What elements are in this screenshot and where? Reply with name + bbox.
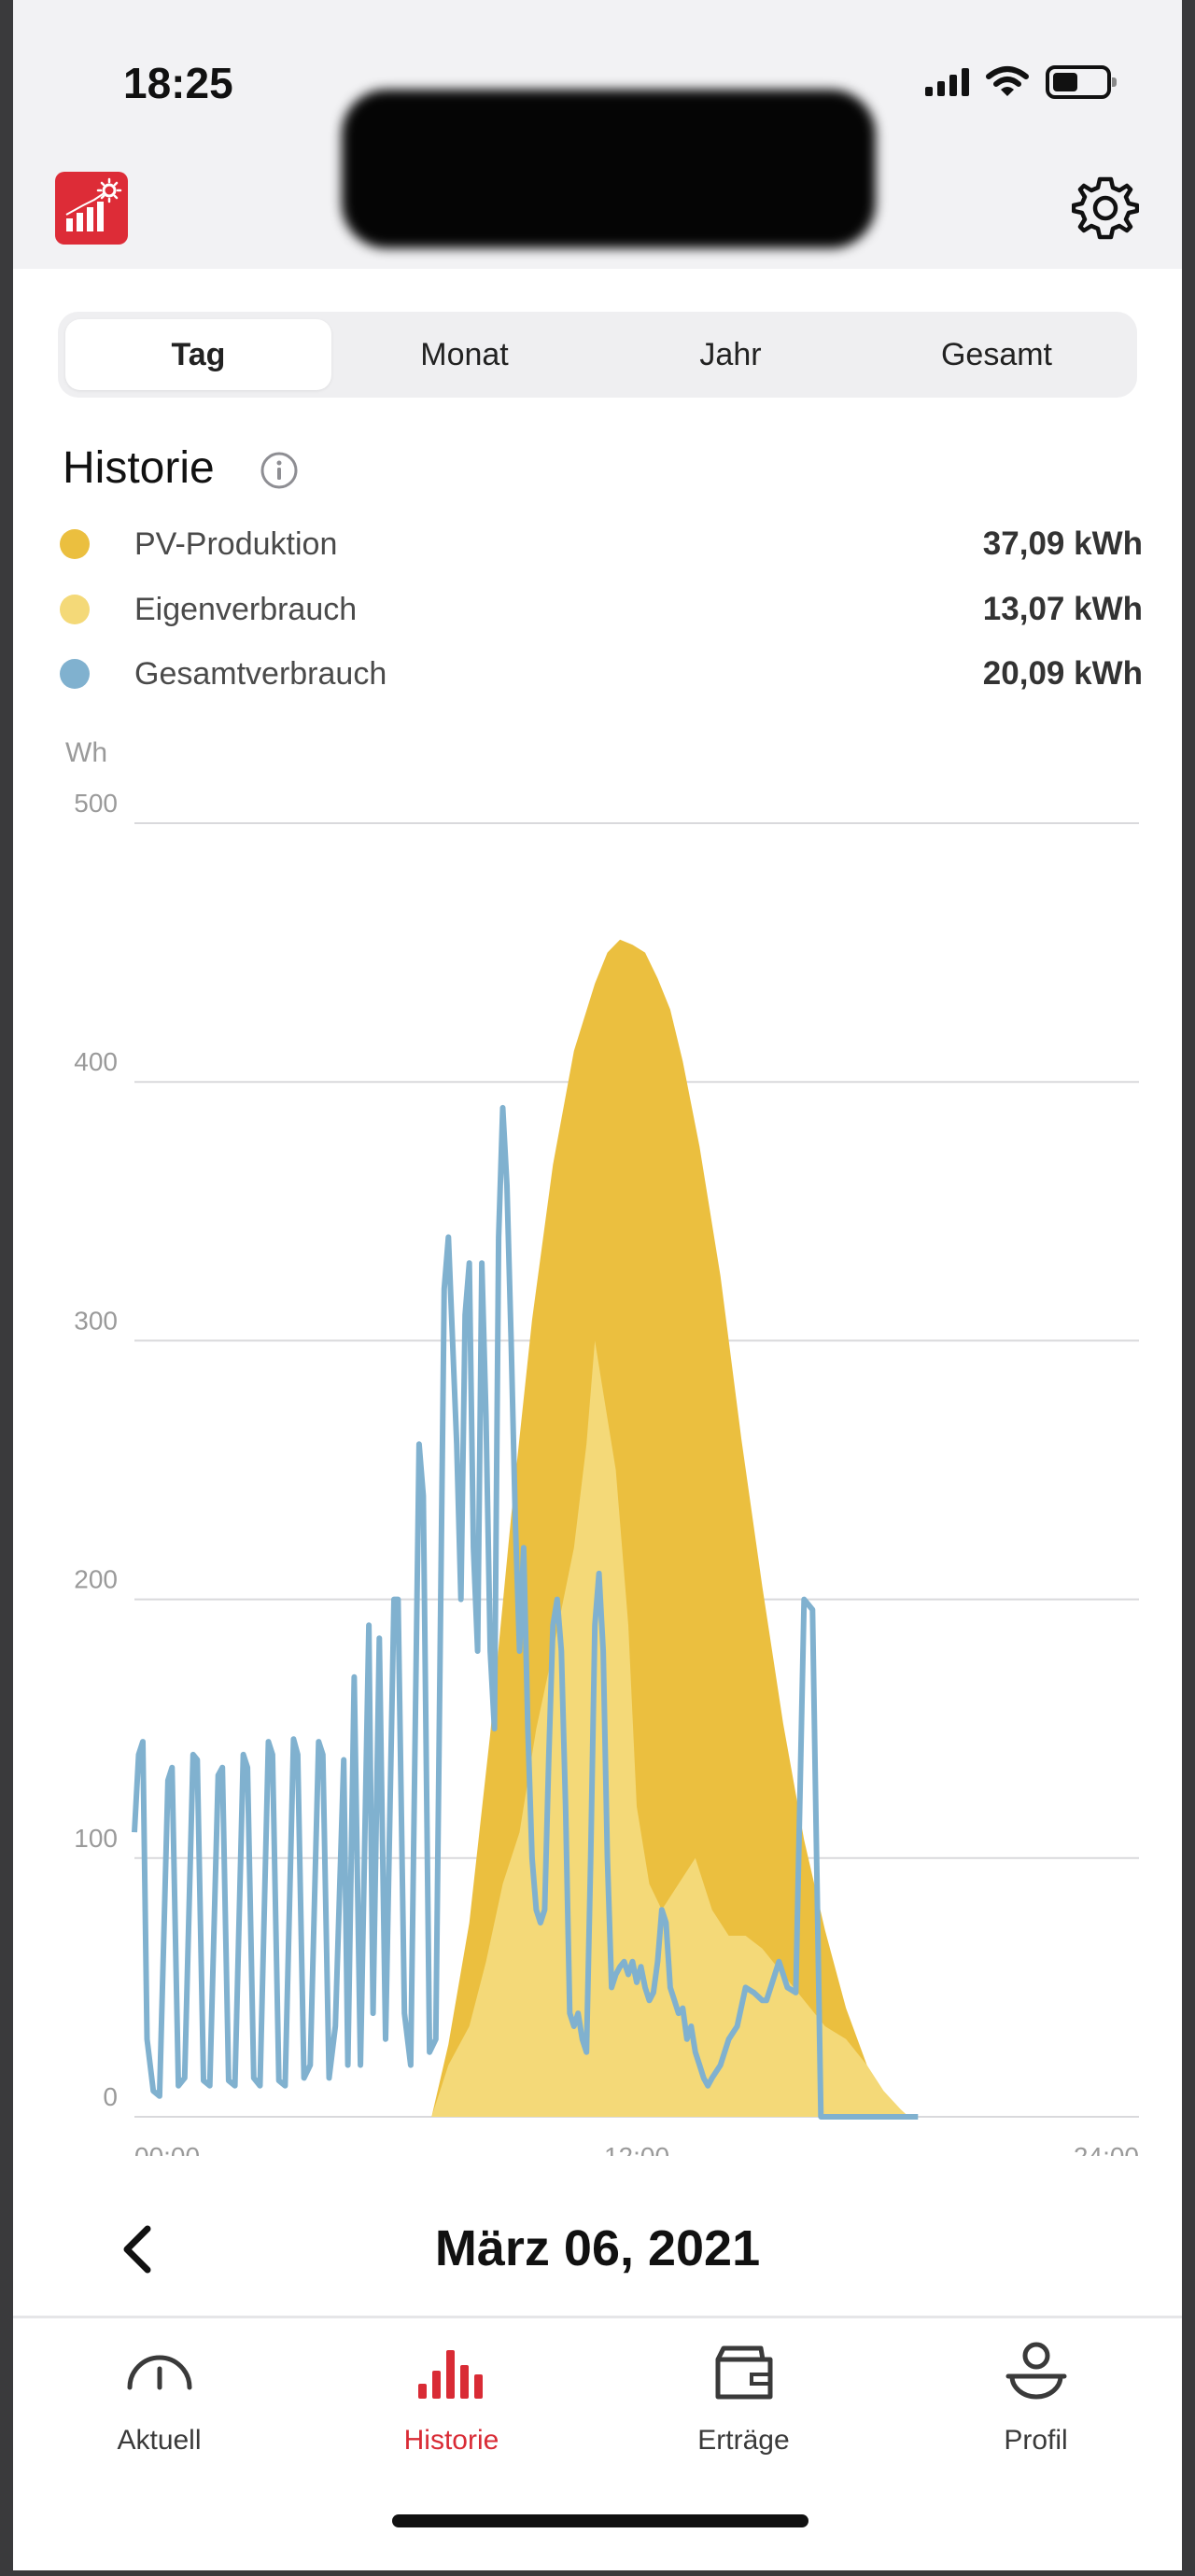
tab-profil[interactable]: Profil [890, 2333, 1182, 2473]
legend-row-gesamtverbrauch: Gesamtverbrauch 20,09 kWh [60, 651, 1143, 697]
legend-row-pv: PV-Produktion 37,09 kWh [60, 521, 1143, 567]
tab-label: Historie [403, 2425, 499, 2456]
app-screen: 18:25 [13, 0, 1182, 2570]
info-icon[interactable] [260, 451, 299, 490]
y-tick-label: 500 [74, 789, 118, 818]
gear-icon[interactable] [1072, 174, 1139, 241]
tab-label: Profil [1004, 2425, 1068, 2456]
tab-aktuell[interactable]: Aktuell [13, 2333, 305, 2473]
tab-jahr[interactable]: Jahr [699, 336, 762, 372]
series-area-1 [134, 1340, 909, 2117]
y-tick-label: 300 [74, 1306, 118, 1335]
chevron-left-icon[interactable] [106, 2212, 172, 2287]
legend-label: PV-Produktion [134, 525, 338, 562]
series-area-0 [134, 939, 909, 2118]
legend-row-eigenverbrauch: Eigenverbrauch 13,07 kWh [60, 586, 1143, 633]
legend-label: Eigenverbrauch [134, 591, 358, 627]
y-tick-label: 100 [74, 1824, 118, 1853]
x-tick-label: 00:00 [134, 2142, 200, 2156]
tab-tag[interactable]: Tag [65, 319, 331, 390]
status-time: 18:25 [123, 59, 233, 107]
series-line-2 [132, 1104, 921, 2120]
y-axis-unit: Wh [65, 737, 107, 768]
wallet-icon [715, 2345, 772, 2400]
bar-chart-icon [417, 2350, 483, 2399]
x-tick-label: 24:00 [1074, 2142, 1139, 2156]
legend-value: 20,09 kWh [982, 655, 1143, 692]
tab-gesamt[interactable]: Gesamt [940, 336, 1053, 372]
tab-label: Erträge [697, 2425, 790, 2456]
tab-ertraege[interactable]: Erträge [598, 2333, 890, 2473]
history-chart: Wh 0 100 200 300 400 500 00:00 12:00 24:00 [65, 737, 1139, 2156]
legend-dot-pv [60, 529, 90, 559]
legend-label: Gesamtverbrauch [134, 655, 387, 692]
tab-bar-divider [13, 2316, 1182, 2318]
date-label: März 06, 2021 [434, 2220, 761, 2276]
section-title: Historie [63, 443, 215, 493]
y-tick-label: 400 [74, 1047, 118, 1076]
legend-dot-gesamtverbrauch [60, 659, 90, 689]
status-icons [925, 65, 1117, 99]
x-tick-label: 12:00 [604, 2142, 669, 2156]
tab-historie[interactable]: Historie [305, 2333, 598, 2473]
legend-dot-eigenverbrauch [60, 595, 90, 624]
date-navigation: März 06, 2021 [13, 2212, 1182, 2287]
period-selector: Tag Monat Jahr Gesamt [58, 312, 1137, 398]
tab-monat[interactable]: Monat [420, 336, 509, 372]
battery-icon [1046, 65, 1117, 99]
solar-chart-icon[interactable] [55, 172, 128, 245]
gauge-icon [127, 2355, 191, 2390]
tab-bar: Aktuell Historie Erträge [13, 2333, 1182, 2473]
legend-value: 37,09 kWh [982, 525, 1143, 562]
person-icon [1005, 2342, 1066, 2400]
legend-value: 13,07 kWh [982, 591, 1143, 627]
home-indicator [392, 2514, 808, 2527]
redacted-area [342, 90, 876, 248]
y-tick-label: 0 [103, 2082, 118, 2111]
wifi-icon [986, 66, 1029, 96]
y-tick-label: 200 [74, 1565, 118, 1594]
top-bar: 18:25 [13, 0, 1182, 269]
tab-label: Aktuell [117, 2425, 202, 2456]
cellular-signal-icon [925, 68, 969, 96]
